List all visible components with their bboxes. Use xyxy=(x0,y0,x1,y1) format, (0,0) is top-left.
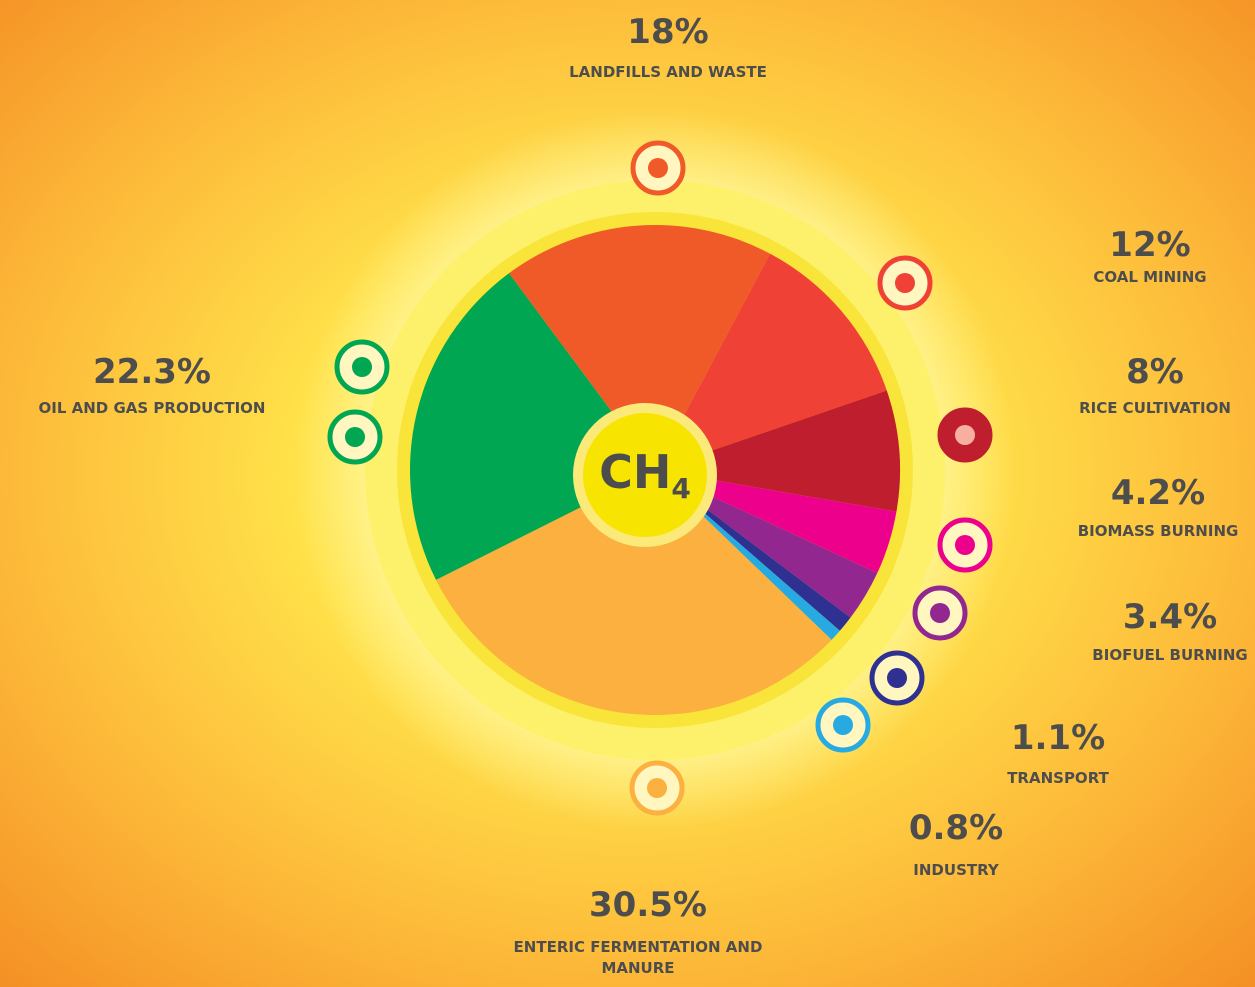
value-label: 3.4% xyxy=(1122,597,1218,637)
value-label: 4.2% xyxy=(1110,473,1206,513)
value-label: 18% xyxy=(627,12,709,52)
icon-glyph xyxy=(647,778,667,798)
icon-glyph xyxy=(887,668,907,688)
icon-glyph xyxy=(352,357,372,377)
category-label: RICE CULTIVATION xyxy=(1079,399,1231,417)
value-label: 0.8% xyxy=(908,808,1004,848)
category-label: LANDFILLS AND WASTE xyxy=(569,63,767,81)
icon-glyph xyxy=(648,158,668,178)
icon-glyph xyxy=(955,535,975,555)
category-label: ENTERIC FERMENTATION AND MANURE xyxy=(513,938,763,977)
pie-slice xyxy=(655,390,900,512)
category-label: TRANSPORT xyxy=(1007,769,1109,787)
category-label: INDUSTRY xyxy=(913,861,999,879)
center-sub: 4 xyxy=(671,472,691,506)
icon-glyph xyxy=(955,425,975,445)
value-label: 8% xyxy=(1126,352,1184,392)
category-label: COAL MINING xyxy=(1093,268,1207,286)
pie-slice xyxy=(436,470,832,715)
category-label: OIL AND GAS PRODUCTION xyxy=(38,399,266,417)
pie-slice xyxy=(655,470,878,618)
value-label: 30.5% xyxy=(589,885,707,925)
category-label: BIOFUEL BURNING xyxy=(1092,646,1248,664)
icon-glyph xyxy=(345,427,365,447)
pie-slice xyxy=(508,224,771,470)
center-label: CH4 xyxy=(599,445,691,505)
category-label: BIOMASS BURNING xyxy=(1077,522,1239,540)
pie-slice xyxy=(655,253,887,470)
value-label: 12% xyxy=(1109,225,1191,265)
icon-glyph xyxy=(833,715,853,735)
value-label: 22.3% xyxy=(93,352,211,392)
icon-glyph xyxy=(895,273,915,293)
value-label: 1.1% xyxy=(1010,718,1106,758)
pie-slice xyxy=(655,470,897,574)
center-main: CH xyxy=(599,444,672,499)
pie-slice xyxy=(409,273,655,580)
icon-glyph xyxy=(930,603,950,623)
center-disc xyxy=(583,413,707,537)
